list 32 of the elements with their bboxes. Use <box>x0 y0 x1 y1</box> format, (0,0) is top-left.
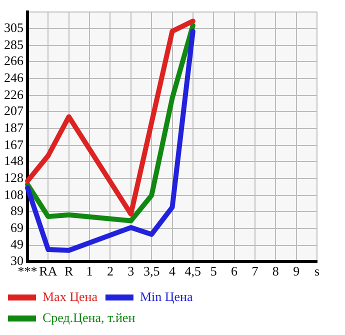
y-tick-label: 89 <box>10 202 24 218</box>
x-tick-label: 7 <box>252 264 259 279</box>
x-tick-label: s <box>314 264 320 279</box>
x-tick-label: 4 <box>169 264 176 279</box>
y-tick-label: 30 <box>10 252 24 268</box>
y-tick-label: 49 <box>10 236 24 252</box>
x-tick-label: 5 <box>210 264 217 279</box>
y-tick-label: 167 <box>4 136 24 152</box>
x-tick-label: 8 <box>272 264 279 279</box>
legend-label: Min Цена <box>140 288 193 304</box>
x-tick-label: RA <box>39 264 58 279</box>
y-tick-label: 285 <box>4 37 24 52</box>
y-tick-label: 69 <box>10 220 24 235</box>
x-tick-label: R <box>64 264 74 279</box>
x-tick-label: 1 <box>86 264 93 279</box>
legend-label: Max Цена <box>42 288 98 304</box>
y-tick-label: 128 <box>4 170 24 185</box>
x-tick-label: 3 <box>128 264 134 279</box>
y-tick-label: 266 <box>4 53 24 68</box>
legend-label: Сред.Цена, т.йен <box>42 310 136 325</box>
y-tick-label: 207 <box>4 103 24 118</box>
y-tick-label: 226 <box>4 86 24 102</box>
x-tick-label: 6 <box>231 264 238 279</box>
y-tick-label: 305 <box>4 20 24 36</box>
y-tick-label: 246 <box>4 70 24 86</box>
x-tick-label: 3,5 <box>143 264 160 279</box>
y-tick-label: 187 <box>4 120 24 135</box>
x-tick-label: 4,5 <box>184 264 202 279</box>
y-tick-label: 148 <box>4 152 24 168</box>
x-tick-label: 9 <box>293 264 300 279</box>
y-tick-label: 108 <box>4 186 24 202</box>
x-tick-label: 2 <box>106 264 114 279</box>
